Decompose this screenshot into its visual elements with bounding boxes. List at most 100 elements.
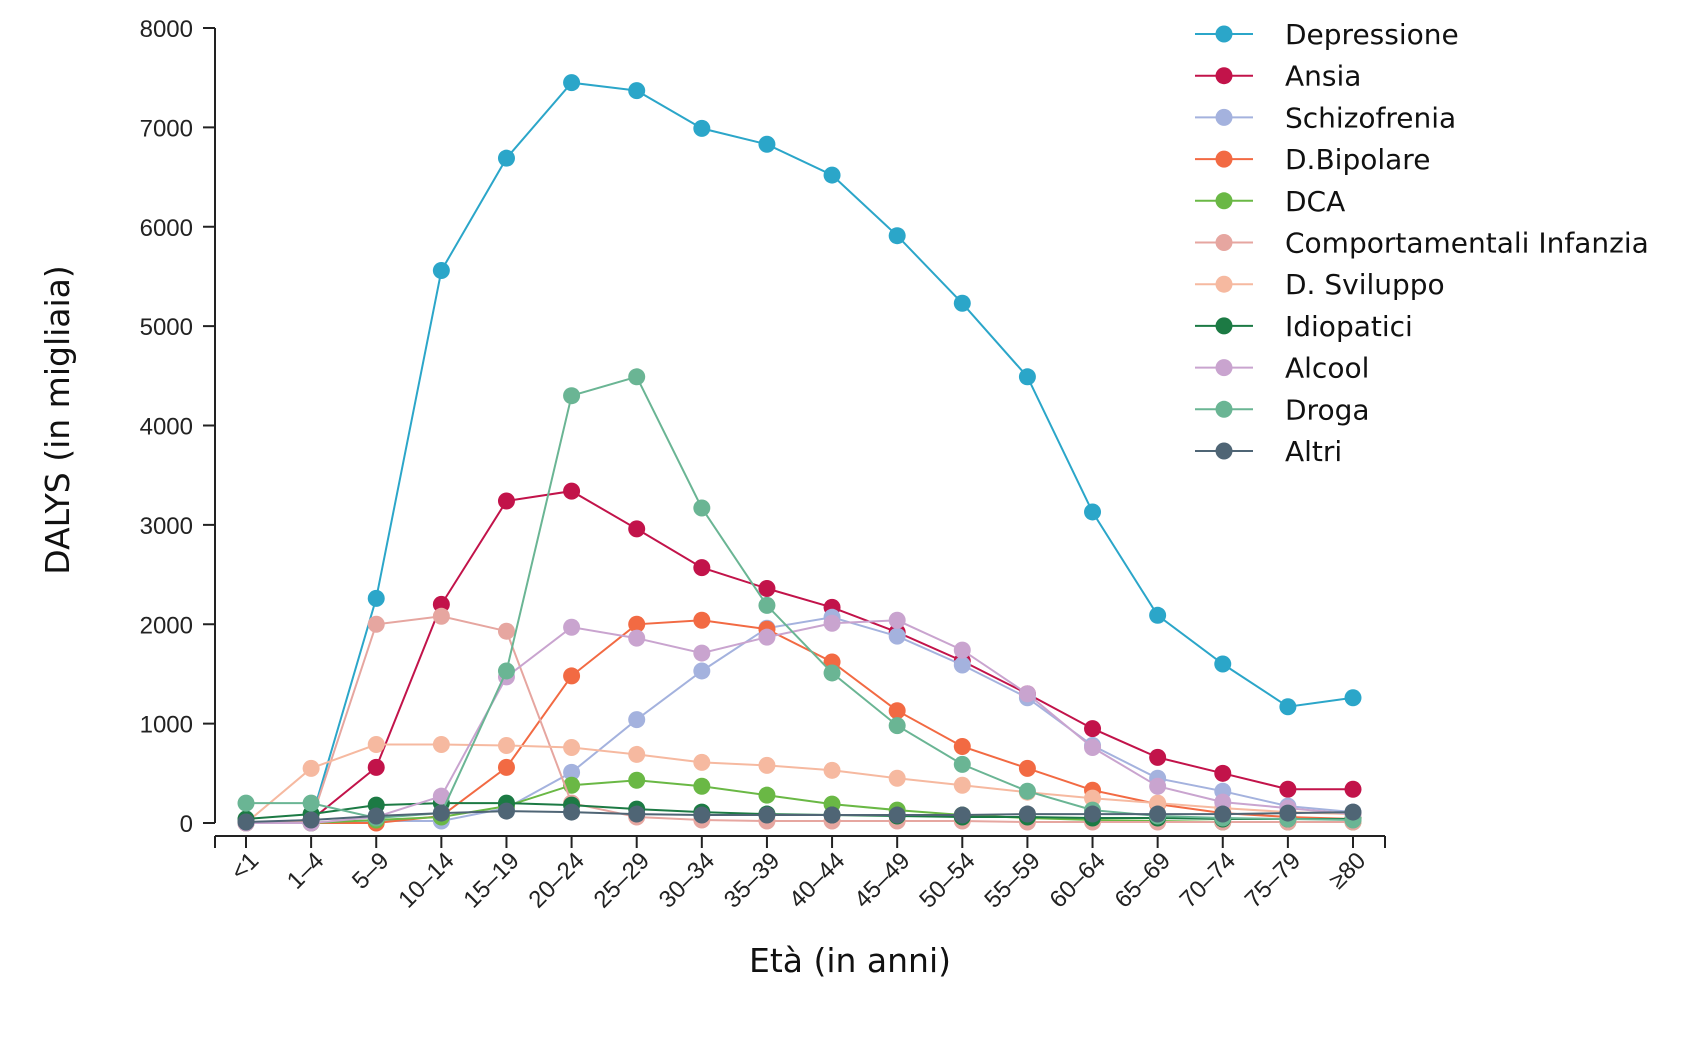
legend-marker	[1215, 275, 1233, 293]
data-point	[1279, 780, 1297, 798]
data-point	[953, 656, 971, 674]
data-point	[953, 776, 971, 794]
data-point	[693, 611, 711, 629]
y-tick-label: 6000	[140, 215, 193, 242]
legend-label: D.Bipolare	[1285, 143, 1430, 176]
y-tick-label: 0	[180, 811, 193, 838]
data-point	[497, 758, 515, 776]
series-line	[245, 615, 1353, 824]
data-point	[823, 166, 841, 184]
data-point	[823, 614, 841, 632]
data-point	[432, 735, 450, 753]
data-point	[1084, 805, 1102, 823]
data-point	[628, 368, 646, 386]
x-tick-label: 20–24	[524, 847, 590, 913]
data-point	[1084, 503, 1102, 521]
data-point	[497, 492, 515, 510]
legend-marker	[1215, 150, 1233, 168]
data-point	[302, 794, 320, 812]
data-point	[888, 702, 906, 720]
legend-item: Schizofrenia	[1195, 101, 1456, 134]
x-axis: <1 1–4 5–910–1415–1920–2425–2930–3435–3940…	[214, 835, 1386, 913]
data-point	[1279, 804, 1297, 822]
x-tick-label: ≥80	[1324, 847, 1371, 894]
x-tick-label: 15–19	[458, 847, 524, 913]
data-point	[628, 771, 646, 789]
data-point	[1214, 793, 1232, 811]
data-point	[432, 804, 450, 822]
y-tick-label: 4000	[140, 414, 193, 441]
legend-marker	[1215, 25, 1233, 43]
data-point	[1279, 698, 1297, 716]
data-point	[953, 294, 971, 312]
data-point	[888, 806, 906, 824]
data-point	[1149, 805, 1167, 823]
data-point	[302, 811, 320, 829]
y-tick-label: 7000	[140, 115, 193, 142]
legend-label: Ansia	[1285, 60, 1361, 93]
data-point	[1214, 764, 1232, 782]
data-point	[888, 717, 906, 735]
data-point	[302, 759, 320, 777]
data-point	[953, 641, 971, 659]
legend-item: Depressione	[1195, 18, 1459, 51]
data-point	[1344, 689, 1362, 707]
legend-marker	[1215, 234, 1233, 251]
data-point	[758, 756, 776, 774]
data-point	[953, 806, 971, 824]
data-point	[888, 611, 906, 629]
data-point	[497, 622, 515, 640]
data-point	[953, 755, 971, 773]
x-tick-label: 55–59	[979, 847, 1045, 913]
data-point	[758, 579, 776, 597]
y-tick-label: 1000	[140, 712, 193, 739]
data-point	[758, 135, 776, 153]
legend-label: Idiopatici	[1285, 310, 1413, 343]
data-point	[497, 802, 515, 820]
data-point	[367, 807, 385, 825]
y-axis: 0 1000 2000 3000 4000 5000 6000 7000 8000	[140, 16, 216, 838]
data-point	[432, 595, 450, 613]
y-tick-label: 8000	[140, 16, 193, 43]
x-tick-label: <1	[226, 847, 264, 885]
data-point	[1344, 803, 1362, 821]
series-line	[245, 810, 1354, 823]
legend-marker	[1215, 317, 1233, 335]
series-ansia	[237, 482, 1362, 832]
legend-item: D.Bipolare	[1195, 143, 1430, 176]
legend-marker	[1215, 192, 1233, 210]
legend-marker	[1215, 442, 1233, 460]
data-point	[693, 644, 711, 662]
data-point	[628, 805, 646, 823]
data-point	[1018, 759, 1036, 777]
y-axis-title: DALYS (in migliaia)	[38, 265, 77, 575]
x-tick-label: 45–49	[849, 847, 915, 913]
data-point	[628, 615, 646, 633]
data-point	[1018, 685, 1036, 703]
legend-label: Altri	[1285, 435, 1342, 468]
data-point	[563, 482, 581, 500]
data-point	[1149, 748, 1167, 766]
x-tick-label: 70–74	[1175, 847, 1241, 913]
legend-item: Ansia	[1195, 60, 1361, 93]
series-altri	[237, 802, 1362, 831]
legend-label: Schizofrenia	[1285, 101, 1456, 134]
series-line	[246, 619, 1354, 824]
x-axis-title: Età (in anni)	[749, 941, 951, 980]
data-point	[888, 227, 906, 245]
series-layer	[237, 74, 1362, 832]
x-tick-label: 5–9	[347, 847, 394, 894]
y-tick-label: 3000	[140, 513, 193, 540]
legend-label: Comportamentali Infanzia	[1285, 227, 1649, 260]
data-point	[563, 803, 581, 821]
y-tick-label: 5000	[140, 314, 193, 341]
data-point	[1214, 655, 1232, 673]
legend-marker	[1215, 359, 1233, 377]
data-point	[563, 618, 581, 636]
data-point	[693, 777, 711, 795]
series-line	[245, 81, 1354, 824]
legend-label: Alcool	[1285, 352, 1369, 385]
legend-marker	[1215, 67, 1233, 85]
legend-label: D. Sviluppo	[1285, 268, 1445, 301]
